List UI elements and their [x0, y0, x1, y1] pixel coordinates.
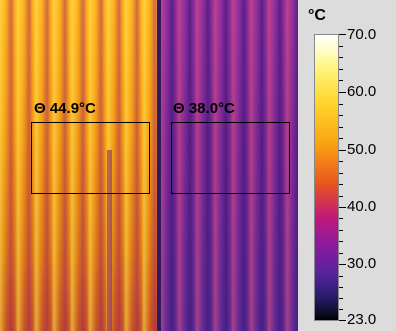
scale-minor-tick: [339, 298, 343, 299]
panel-seam: [107, 150, 112, 331]
scale-minor-tick: [339, 241, 343, 242]
roi-1-box[interactable]: [31, 122, 150, 194]
scale-minor-tick: [339, 309, 343, 310]
scale-minor-tick: [339, 161, 343, 162]
roi-2-symbol: Θ: [173, 100, 185, 117]
scale-tick: [339, 92, 346, 93]
scale-minor-tick: [339, 69, 343, 70]
roi-1-label: Θ 44.9°C: [34, 100, 96, 117]
scale-minor-tick: [339, 138, 343, 139]
scale-minor-tick: [339, 115, 343, 116]
scale-label-50: 50.0: [347, 141, 377, 158]
scale-label-30: 30.0: [347, 255, 377, 272]
scale-minor-tick: [339, 287, 343, 288]
scale-tick: [339, 264, 346, 265]
roi-1-value: 44.9°C: [49, 100, 96, 117]
scale-minor-tick: [339, 127, 343, 128]
scale-minor-tick: [339, 230, 343, 231]
scale-minor-tick: [339, 104, 343, 105]
scale-tick: [339, 320, 346, 321]
scale-minor-tick: [339, 276, 343, 277]
scale-unit-label: °C: [308, 7, 326, 24]
scale-minor-tick: [339, 253, 343, 254]
scale-minor-tick: [339, 57, 343, 58]
roi-2-box[interactable]: [171, 122, 290, 194]
scale-tick: [339, 150, 346, 151]
color-scale-panel: [298, 0, 396, 331]
scale-tick: [339, 34, 346, 35]
scale-label-23: 23.0: [347, 311, 377, 328]
color-scale-bar: [314, 34, 339, 321]
scale-minor-tick: [339, 80, 343, 81]
scale-minor-tick: [339, 218, 343, 219]
thermal-panel-left: [0, 0, 157, 331]
scale-minor-tick: [339, 173, 343, 174]
roi-1-symbol: Θ: [34, 100, 46, 117]
thermal-panel-right: [161, 0, 298, 331]
scale-label-60: 60.0: [347, 83, 377, 100]
roi-2-label: Θ 38.0°C: [173, 100, 235, 117]
scale-tick: [339, 207, 346, 208]
scale-label-40: 40.0: [347, 198, 377, 215]
scale-label-70: 70.0: [347, 26, 377, 43]
scale-minor-tick: [339, 184, 343, 185]
scale-minor-tick: [339, 196, 343, 197]
panel-divider: [157, 0, 161, 331]
roi-2-value: 38.0°C: [188, 100, 235, 117]
scale-minor-tick: [339, 46, 343, 47]
